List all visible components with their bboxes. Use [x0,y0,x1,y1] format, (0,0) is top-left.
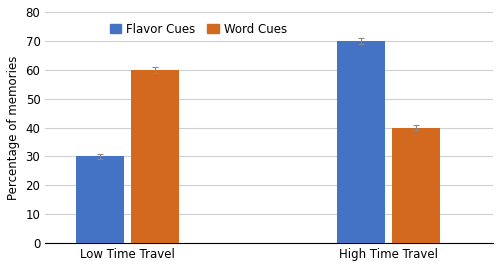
Legend: Flavor Cues, Word Cues: Flavor Cues, Word Cues [105,18,292,40]
Bar [76,157,124,243]
Bar [392,128,440,243]
Bar [131,70,179,243]
Y-axis label: Percentage of memories: Percentage of memories [7,55,20,200]
Bar [337,41,386,243]
